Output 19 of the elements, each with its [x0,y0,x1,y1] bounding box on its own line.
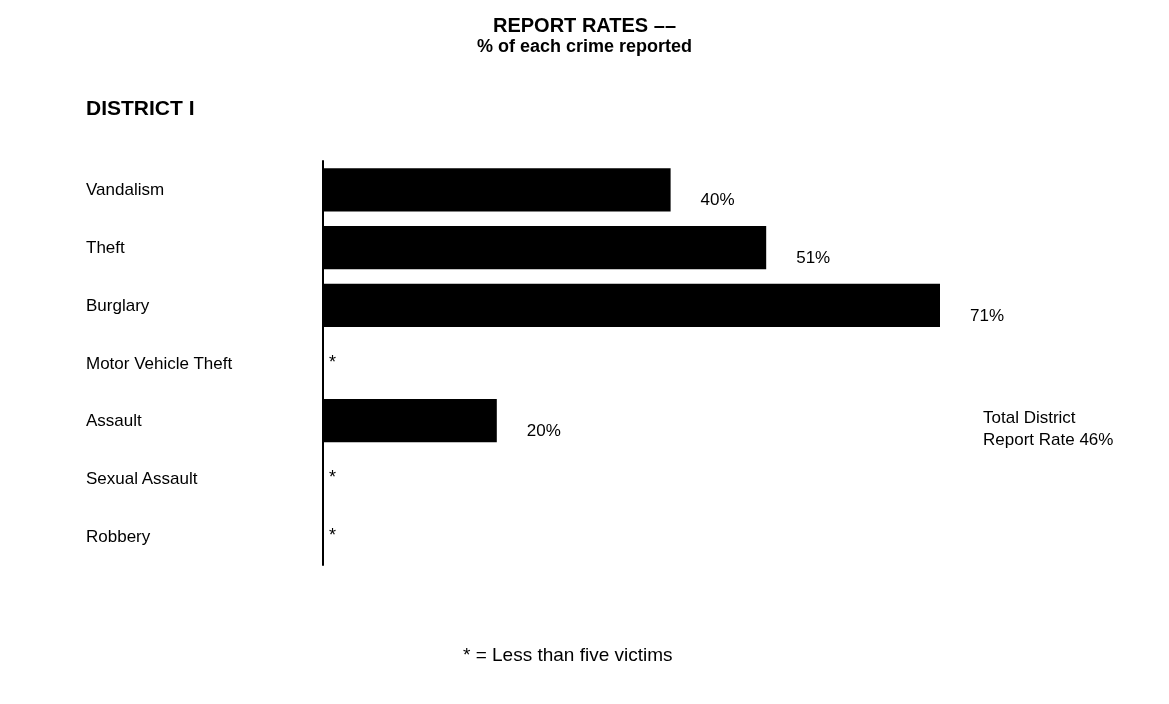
text: * [329,467,337,488]
text: * = Less than five victims [463,643,673,665]
data-label: 71% [970,305,1005,325]
y-tick-label: Theft [86,238,126,258]
y-tick-label: Vandalism [86,180,165,200]
text: * [329,525,337,546]
data-label: 51% [796,248,831,268]
y-tick-label: Robbery [86,526,151,546]
text: Total District Report Rate 46% [983,407,1114,449]
text: DISTRICT I [86,95,195,119]
data-label: 40% [700,190,735,210]
y-tick-label: Assault [86,411,143,431]
y-tick-label: Burglary [86,295,150,315]
chart-subtitle: % of each crime reported [476,36,693,56]
data-label: 20% [526,421,561,441]
chart-title: REPORT RATES –– [493,14,676,36]
text: * [329,352,337,372]
y-tick-label: Sexual Assault [86,468,198,488]
y-tick-label: Motor Vehicle Theft [86,353,233,373]
